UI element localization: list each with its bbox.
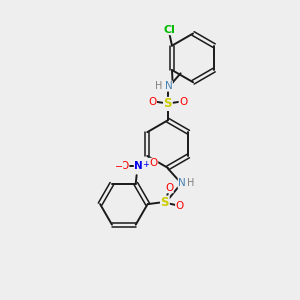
Text: S: S	[160, 196, 169, 209]
Text: −: −	[115, 163, 123, 172]
Text: O: O	[149, 158, 158, 168]
Text: O: O	[179, 97, 188, 107]
Text: O: O	[148, 97, 157, 107]
Text: H: H	[155, 81, 163, 91]
Text: N: N	[178, 178, 186, 188]
Text: N: N	[165, 81, 172, 91]
Text: Cl: Cl	[164, 25, 176, 34]
Text: S: S	[164, 98, 172, 110]
Text: O: O	[121, 161, 129, 171]
Text: O: O	[165, 183, 173, 193]
Text: H: H	[187, 178, 195, 188]
Text: +: +	[142, 160, 150, 169]
Text: O: O	[176, 201, 184, 211]
Text: N: N	[134, 161, 143, 171]
